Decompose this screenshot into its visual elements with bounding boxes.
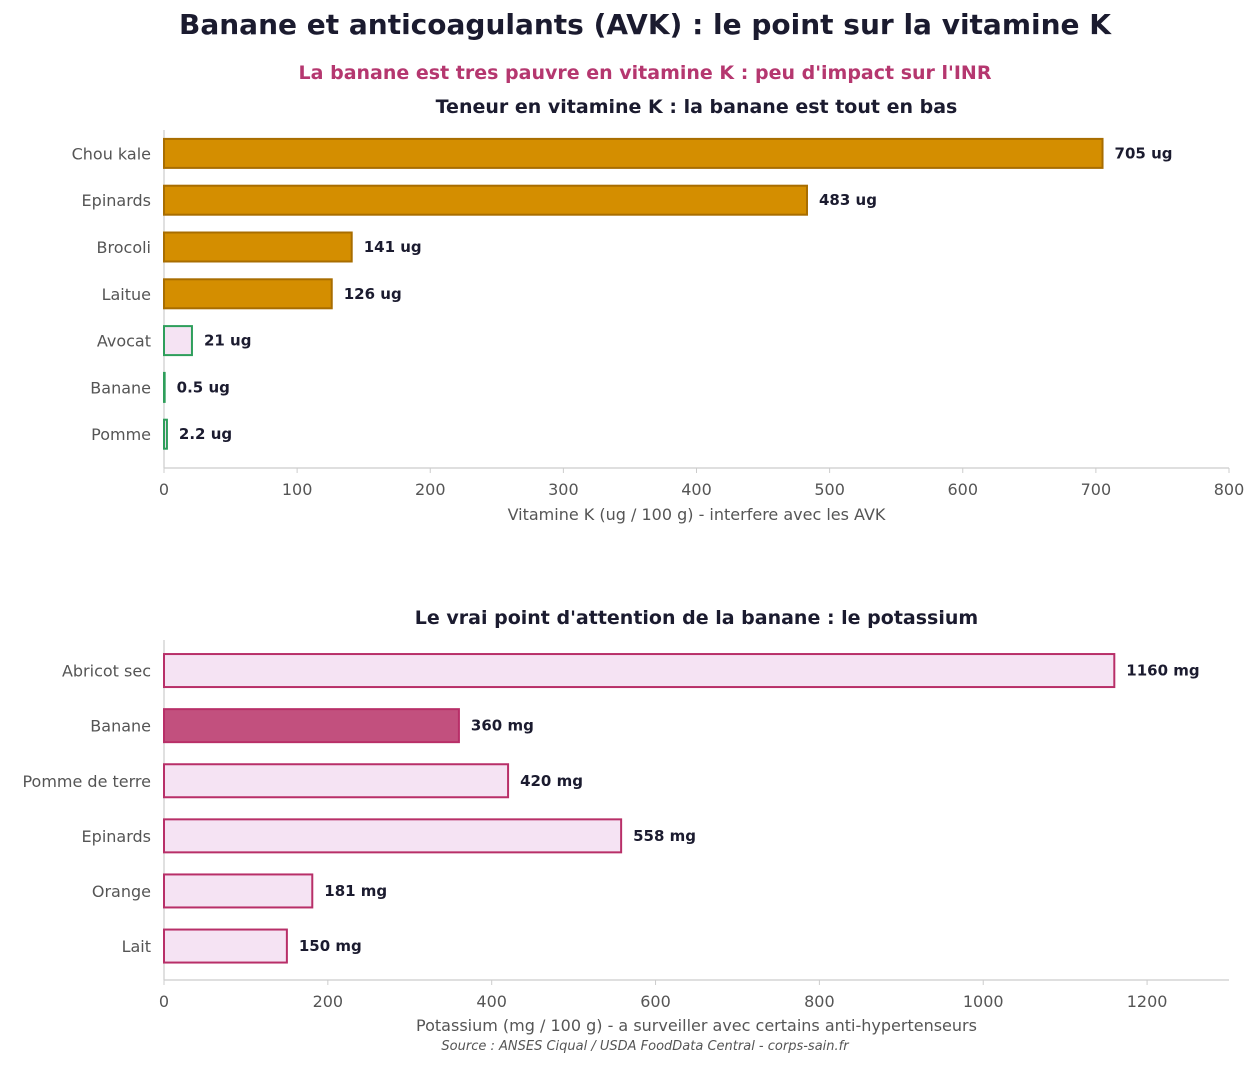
bar-laitue	[163, 278, 333, 310]
source-note: Source : ANSES Ciqual / USDA FoodData Ce…	[441, 1039, 849, 1054]
chart1-plot: 0 100 200 300 400 500 600 700 800 Chou kale 705 ug…	[72, 130, 1245, 499]
bar-banane	[163, 371, 166, 403]
value-label: 0.5 ug	[177, 378, 230, 396]
value-label: 2.2 ug	[179, 425, 232, 443]
bar-brocoli	[163, 231, 353, 263]
x-tick-label: 100	[282, 480, 313, 499]
category-label: Abricot sec	[62, 662, 151, 681]
x-tick-label: 600	[947, 480, 978, 499]
value-label: 420 mg	[520, 772, 583, 790]
x-tick-label: 400	[476, 992, 507, 1011]
x-tick-label: 1200	[1127, 992, 1168, 1011]
x-tick-label: 400	[681, 480, 712, 499]
bar-abricot-sec	[163, 653, 1116, 689]
category-label: Avocat	[97, 332, 151, 351]
x-tick-label: 1000	[963, 992, 1004, 1011]
x-tick-label: 500	[814, 480, 845, 499]
value-label: 150 mg	[299, 937, 362, 955]
bar-chou-kale	[163, 137, 1104, 169]
chart1-title: Teneur en vitamine K : la banane est tou…	[436, 96, 958, 118]
x-tick-label: 700	[1081, 480, 1112, 499]
x-tick-label: 200	[415, 480, 446, 499]
category-label: Epinards	[82, 191, 151, 210]
value-label: 705 ug	[1115, 144, 1173, 162]
category-label: Laitue	[102, 285, 151, 304]
bar-lait	[163, 928, 288, 964]
bar-avocat	[163, 325, 193, 357]
chart2-x-axis-label: Potassium (mg / 100 g) - a surveiller av…	[416, 1016, 977, 1035]
x-tick-label: 0	[159, 480, 169, 499]
bar-banane	[163, 708, 460, 744]
value-label: 360 mg	[471, 717, 534, 735]
category-label: Orange	[92, 882, 151, 901]
value-label: 21 ug	[204, 332, 252, 350]
value-label: 558 mg	[633, 827, 696, 845]
category-label: Banane	[90, 378, 151, 397]
bar-pomme	[163, 418, 168, 450]
chart2-plot: 0 200 400 600 800 1000 1200 Abricot sec 1160 mg B…	[22, 640, 1229, 1011]
page-title: Banane et anticoagulants (AVK) : le poin…	[179, 8, 1111, 41]
category-label: Chou kale	[72, 144, 151, 163]
bar-pomme-de-terre	[163, 763, 510, 799]
x-tick-label: 0	[159, 992, 169, 1011]
value-label: 483 ug	[819, 191, 877, 209]
category-label: Epinards	[82, 827, 151, 846]
chart1-x-axis-label: Vitamine K (ug / 100 g) - interfere avec…	[508, 505, 886, 524]
category-label: Brocoli	[97, 238, 151, 257]
category-label: Banane	[90, 717, 151, 736]
x-tick-label: 800	[1214, 480, 1245, 499]
x-tick-label: 300	[548, 480, 579, 499]
category-label: Pomme de terre	[22, 772, 151, 791]
page-subtitle: La banane est tres pauvre en vitamine K …	[298, 62, 992, 84]
value-label: 181 mg	[324, 882, 387, 900]
bar-epinards	[163, 818, 623, 854]
chart2-title: Le vrai point d'attention de la banane :…	[415, 607, 978, 629]
value-label: 141 ug	[364, 238, 422, 256]
value-label: 126 ug	[344, 285, 402, 303]
x-tick-label: 200	[313, 992, 344, 1011]
category-label: Lait	[122, 937, 151, 956]
value-label: 1160 mg	[1126, 662, 1199, 680]
bar-epinards	[163, 184, 808, 216]
category-label: Pomme	[91, 425, 151, 444]
x-tick-label: 800	[804, 992, 835, 1011]
x-tick-label: 600	[640, 992, 671, 1011]
bar-orange	[163, 873, 314, 909]
